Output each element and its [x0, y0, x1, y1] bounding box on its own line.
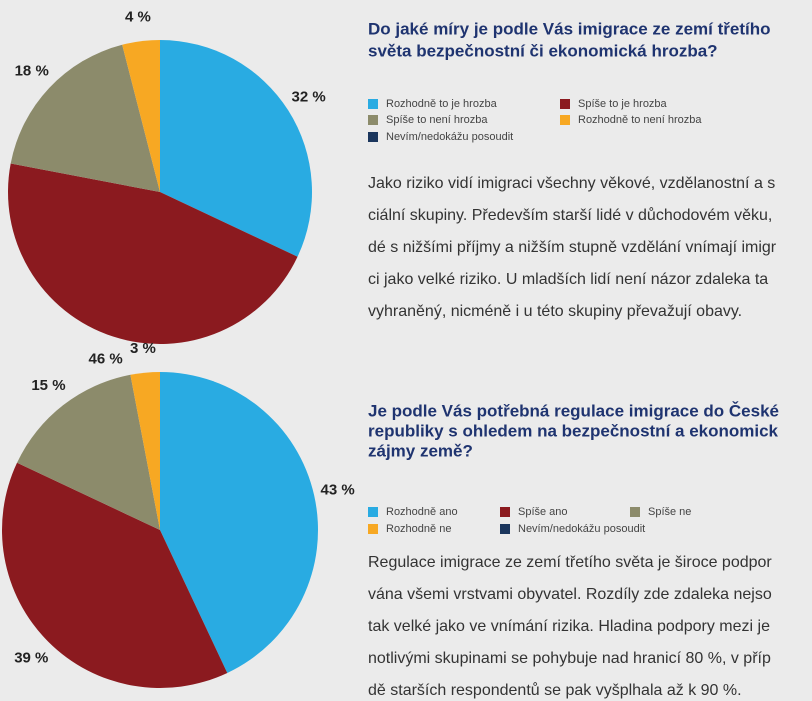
value-label: 46 % [89, 350, 123, 367]
pie-slice [7, 163, 298, 345]
chart-title: Je podle Vás potřebná regulace imigrace … [368, 401, 779, 420]
legend-label: Rozhodně to je hrozba [386, 98, 498, 110]
value-label: 43 % [321, 481, 355, 498]
legend-swatch [560, 115, 570, 125]
legend-label: Spíše ne [648, 506, 691, 518]
legend-swatch [368, 99, 378, 109]
legend-swatch [368, 115, 378, 125]
chart-title: zájmy země? [368, 441, 473, 460]
value-label: 32 % [292, 89, 326, 106]
pie-slice [160, 40, 312, 257]
legend-label: Rozhodně to není hrozba [578, 114, 702, 126]
legend-swatch [560, 99, 570, 109]
paragraph-line: notlivými skupinami se pohybuje nad hran… [368, 650, 771, 667]
value-label: 4 % [125, 8, 151, 25]
chart-title: republiky s ohledem na bezpečnostní a ek… [368, 421, 779, 440]
legend-label: Spíše to je hrozba [578, 98, 668, 110]
pie-slice [10, 44, 161, 192]
value-label: 39 % [14, 650, 48, 667]
legend-swatch [368, 507, 378, 517]
legend-label: Nevím/nedokážu posoudit [518, 523, 645, 535]
paragraph-line: tak velké jako ve vnímání rizika. Hladin… [368, 618, 770, 635]
paragraph-line: vána všemi vrstvami obyvatel. Rozdíly zd… [368, 586, 772, 603]
pie-slice [17, 374, 161, 530]
paragraph-line: Jako riziko vidí imigraci všechny věkové… [368, 175, 775, 192]
legend-swatch [500, 524, 510, 534]
pie-slice [122, 40, 160, 192]
legend-swatch [368, 132, 378, 142]
chart-title: světa bezpečnostní či ekonomická hrozba? [368, 41, 718, 60]
pie-slice [1, 462, 228, 688]
paragraph-line: ci jako velké riziko. U mladších lidí ne… [368, 271, 768, 288]
legend-swatch [630, 507, 640, 517]
paragraph-line: dě starších respondentů se pak vyšplhala… [368, 681, 742, 699]
legend-label: Rozhodně ano [386, 506, 458, 518]
pie-slice [160, 372, 318, 673]
value-label: 15 % [31, 377, 65, 394]
value-label: 3 % [130, 340, 156, 357]
paragraph-line: dé s nižšími příjmy a nižším stupně vzdě… [368, 239, 777, 256]
legend-swatch [500, 507, 510, 517]
legend-label: Spíše to není hrozba [386, 114, 488, 126]
pie-slice [130, 372, 160, 530]
legend-label: Spíše ano [518, 506, 568, 518]
legend-label: Nevím/nedokážu posoudit [386, 131, 513, 143]
paragraph-line: Regulace imigrace ze zemí třetího světa … [368, 554, 772, 571]
legend-swatch [368, 524, 378, 534]
paragraph-line: ciální skupiny. Především starší lidé v … [368, 206, 772, 224]
chart-title: Do jaké míry je podle Vás imigrace ze ze… [368, 19, 770, 38]
paragraph-line: vyhraněný, nicméně i u této skupiny přev… [368, 303, 742, 320]
value-label: 18 % [15, 62, 49, 79]
legend-label: Rozhodně ne [386, 523, 451, 535]
